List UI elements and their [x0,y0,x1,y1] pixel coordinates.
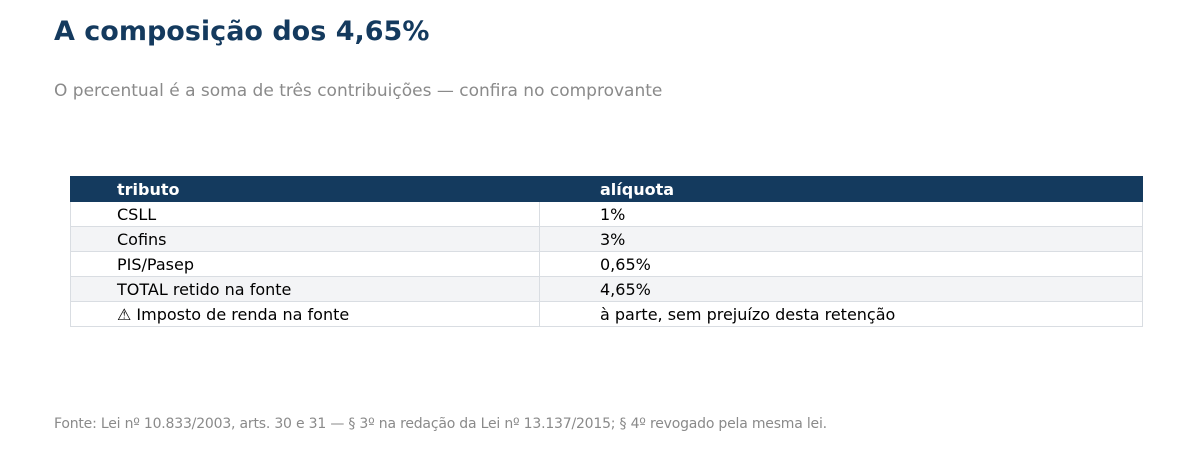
cell-tributo: CSLL [70,201,540,227]
column-header-aliquota: alíquota [539,176,1143,202]
cell-aliquota: 1% [539,201,1143,227]
cell-aliquota: 3% [539,226,1143,252]
cell-tributo: PIS/Pasep [70,251,540,277]
cell-tributo: TOTAL retido na fonte [70,276,540,302]
cell-tributo: Cofins [70,226,540,252]
page-subtitle: O percentual é a soma de três contribuiç… [54,81,663,101]
source-footnote: Fonte: Lei nº 10.833/2003, arts. 30 e 31… [54,416,827,432]
table-row: CSLL 1% [70,201,1143,227]
cell-aliquota: à parte, sem prejuízo desta retenção [539,301,1143,327]
table-header-row: tributo alíquota [70,176,1143,202]
table-row: PIS/Pasep 0,65% [70,251,1143,277]
column-header-tributo: tributo [70,176,540,202]
table-row-total: TOTAL retido na fonte 4,65% [70,276,1143,302]
table-row-warning: ⚠ Imposto de renda na fonte à parte, sem… [70,301,1143,327]
tax-composition-table-container: tributo alíquota CSLL 1% Cofins 3% PIS/P… [70,176,1143,327]
tax-composition-table: tributo alíquota CSLL 1% Cofins 3% PIS/P… [70,176,1143,327]
cell-aliquota: 0,65% [539,251,1143,277]
cell-tributo: ⚠ Imposto de renda na fonte [70,301,540,327]
cell-aliquota: 4,65% [539,276,1143,302]
page-title: A composição dos 4,65% [54,16,430,47]
table-row: Cofins 3% [70,226,1143,252]
